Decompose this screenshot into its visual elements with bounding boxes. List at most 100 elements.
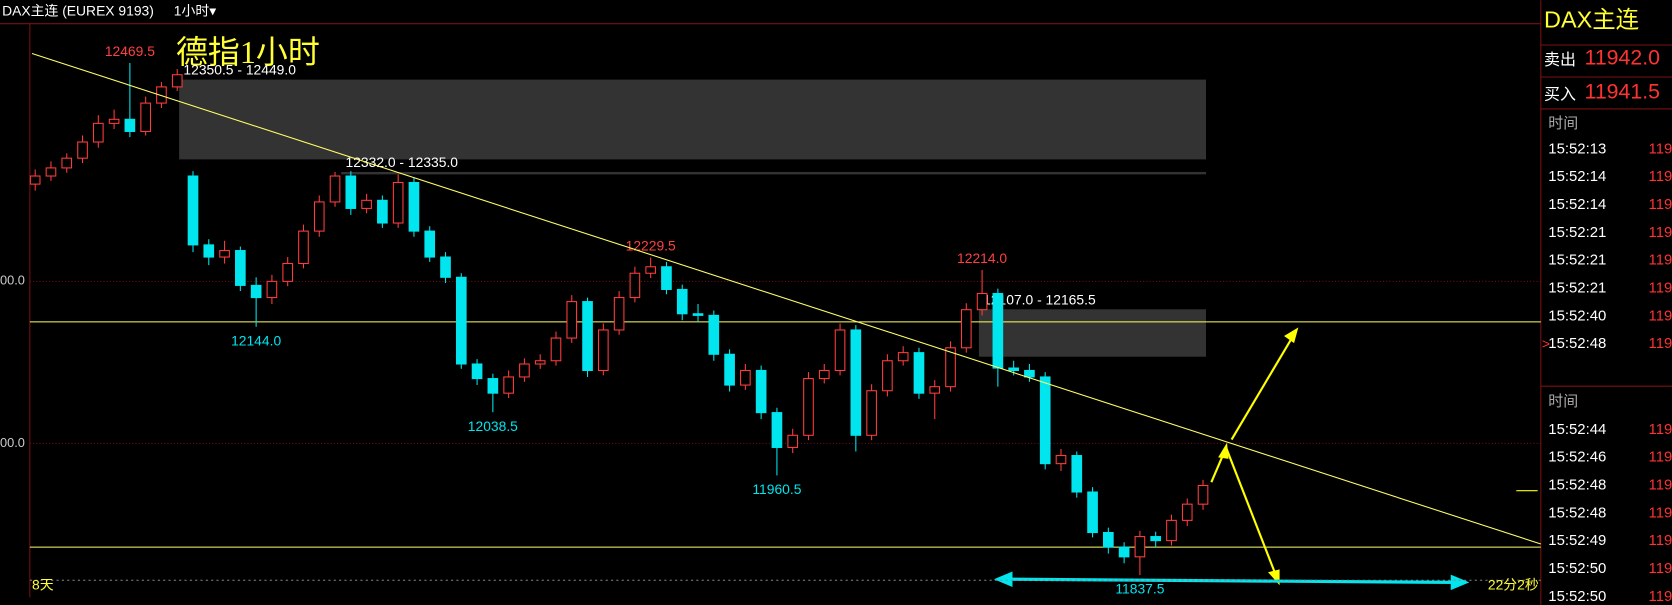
candle-body (818, 369, 830, 380)
high-label: 12214.0 (957, 250, 1007, 266)
candle-body (424, 230, 436, 258)
high-label: 12469.5 (105, 43, 155, 59)
time-header: 时间 (1548, 393, 1578, 410)
candle-body (471, 363, 483, 380)
candle-body (1008, 367, 1019, 372)
candle-body (976, 292, 988, 311)
time: 15:52:40 (1548, 307, 1606, 324)
candle-body (1071, 455, 1083, 493)
candle-body (787, 434, 799, 448)
price: 119 (1649, 196, 1672, 213)
arrow (1225, 447, 1277, 575)
candle-body (945, 347, 956, 388)
candle-body (960, 309, 972, 349)
y-tick-label: 00.0 (0, 273, 25, 288)
candle-body (1055, 455, 1067, 465)
period-selector[interactable]: 1小时▾ (174, 3, 216, 19)
candle-body (597, 329, 609, 372)
candle-body (992, 292, 1004, 369)
candle-body (897, 352, 909, 362)
time: 15:52:49 (1548, 532, 1606, 549)
price: 119 (1649, 588, 1672, 605)
y-tick-label: 00.0 (0, 435, 25, 450)
price: 119 (1649, 252, 1672, 269)
candle-body (298, 230, 309, 265)
price: 119 (1649, 168, 1672, 185)
time: 15:52:48 (1548, 477, 1606, 494)
time: 15:52:50 (1548, 560, 1606, 577)
candle-body (534, 360, 546, 365)
candle-body (1087, 491, 1098, 534)
candle-body (203, 244, 215, 258)
price: 119 (1649, 224, 1672, 241)
candle-body (771, 412, 783, 448)
candle-body (92, 122, 104, 143)
candle-body (266, 280, 278, 299)
price: 119 (1649, 449, 1672, 466)
price: 119 (1649, 532, 1672, 549)
row-pointer: > (1542, 335, 1550, 351)
candle-body (629, 272, 641, 299)
candle-body (613, 297, 625, 331)
candle-body (550, 337, 562, 362)
candle-body (282, 262, 294, 282)
time: 15:52:48 (1548, 504, 1606, 521)
zone (179, 79, 1207, 160)
candle-body (1039, 376, 1051, 465)
candle-body (77, 141, 88, 159)
candle-body (1024, 369, 1035, 378)
candle-body (250, 284, 262, 299)
arrow (1230, 336, 1294, 441)
candle-body (1150, 536, 1162, 542)
time: 15:52:44 (1548, 421, 1606, 438)
time: 15:52:14 (1548, 168, 1606, 185)
zone (978, 309, 1207, 357)
candle-body (724, 353, 735, 386)
time: 15:52:14 (1548, 196, 1606, 213)
candle-body (124, 118, 136, 132)
candle-body (45, 167, 57, 177)
candle-body (455, 276, 467, 365)
side-panel: DAX主连 卖出 11942.0 买入 11941.5 时间 时间 > 15:5… (1540, 7, 1672, 605)
candle-body (361, 199, 372, 209)
price: 119 (1649, 335, 1672, 352)
candle-body (882, 360, 893, 392)
candle-body (755, 369, 767, 414)
candle-body (392, 181, 404, 224)
candle-body (487, 378, 499, 394)
candle-body (187, 175, 199, 246)
left-footer: 8天 (32, 576, 54, 592)
sell-price: 11942.0 (1585, 45, 1661, 69)
buy-label: 买入 (1544, 85, 1576, 103)
candle-body (1118, 546, 1130, 558)
time: 15:52:50 (1548, 588, 1606, 605)
time: 15:52:48 (1548, 335, 1606, 352)
price: 119 (1649, 421, 1672, 438)
panel-name: DAX主连 (1544, 7, 1639, 33)
candle-body (692, 313, 704, 316)
arrow-head (1268, 569, 1280, 586)
time: 15:52:13 (1548, 140, 1606, 157)
candle-body (171, 74, 183, 88)
zone-label: 12350.5 - 12449.0 (183, 62, 296, 78)
price: 119 (1649, 140, 1672, 157)
price: 119 (1649, 477, 1672, 494)
symbol: DAX主连 (EUREX 9193) (2, 3, 154, 19)
candle-body (834, 329, 846, 372)
candle-body (929, 386, 941, 394)
candle-body (645, 266, 657, 274)
time-header: 时间 (1548, 115, 1578, 132)
candle-body (803, 378, 814, 436)
candle-body (313, 201, 325, 232)
time: 15:52:21 (1548, 280, 1606, 297)
right-footer: 22分2秒 (1488, 576, 1539, 592)
candle-body (29, 175, 41, 185)
buy-price: 11941.5 (1585, 80, 1660, 104)
candle-body (676, 288, 688, 315)
candle-body (61, 157, 73, 169)
candle-body (329, 175, 341, 203)
candle-body (661, 266, 672, 290)
arrows (1210, 327, 1538, 586)
candle-body (440, 256, 451, 278)
arrow-head (993, 571, 1013, 587)
